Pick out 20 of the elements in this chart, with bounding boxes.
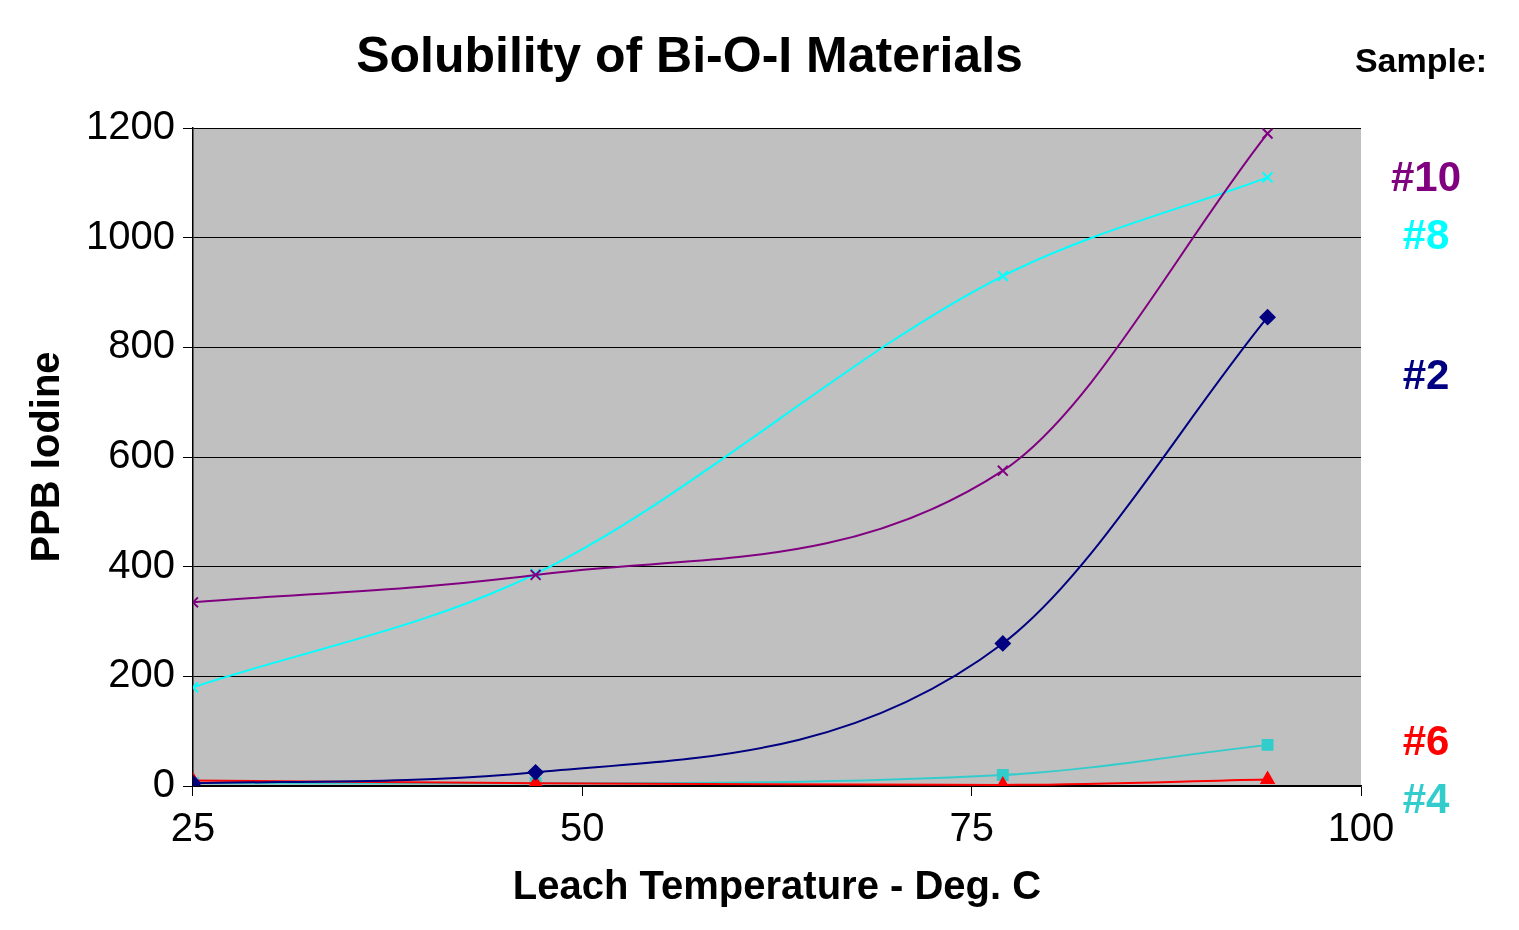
x-tick-label: 75	[949, 805, 994, 850]
y-tick-label: 1000	[86, 212, 175, 257]
y-tick-label: 600	[108, 432, 175, 477]
y-tick-label: 200	[108, 651, 175, 696]
y-axis-title: PPB Iodine	[23, 351, 68, 563]
text: #2	[1402, 350, 1450, 398]
text: #8	[1402, 210, 1450, 258]
y-tick-label: 800	[108, 322, 175, 367]
x-axis-title: Leach Temperature - Deg. C	[512, 863, 1042, 908]
x-tick-label: 25	[170, 805, 216, 850]
chart-title: Solubility of Bi-O-I Materials	[356, 26, 1023, 83]
y-tick-label: 1200	[86, 103, 175, 148]
y-tick-label: 400	[108, 541, 175, 586]
text: #10	[1390, 152, 1462, 200]
text: #6	[1402, 716, 1450, 764]
text: #4	[1402, 774, 1450, 822]
y-tick-label: 0	[152, 761, 175, 806]
x-tick-label: 100	[1327, 805, 1395, 850]
legend-title: Sample:	[1354, 41, 1488, 80]
x-tick-label: 50	[560, 805, 605, 850]
